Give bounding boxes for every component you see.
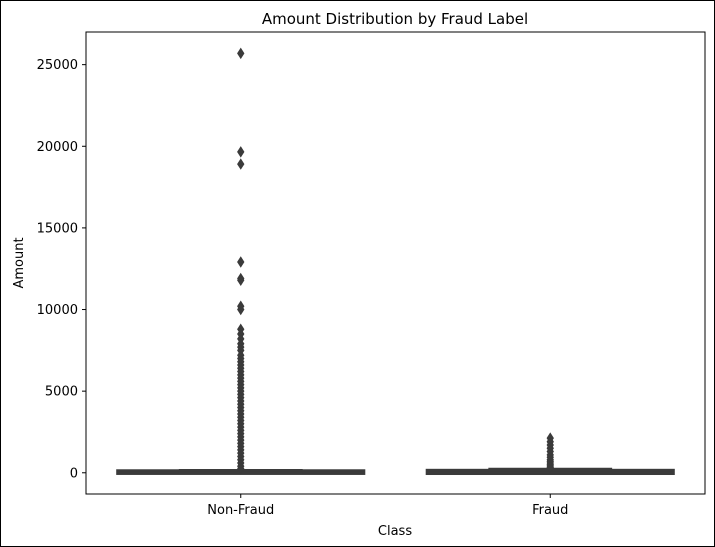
y-tick-label: 25000 <box>37 58 78 73</box>
outlier-point <box>237 274 245 287</box>
x-tick-label: Non-Fraud <box>207 503 274 518</box>
chart-title: Amount Distribution by Fraud Label <box>262 10 528 28</box>
plot-area <box>85 31 706 495</box>
y-tick-label: 10000 <box>37 303 78 318</box>
x-tick-label: Fraud <box>532 503 568 518</box>
y-axis-label: Amount <box>12 237 27 288</box>
outlier-point <box>237 256 245 268</box>
outlier-point <box>237 47 245 60</box>
x-axis: Non-Fraud Fraud <box>207 494 568 518</box>
outlier-point <box>237 303 245 316</box>
y-tick-label: 0 <box>70 466 78 481</box>
y-tick-label: 15000 <box>37 221 78 236</box>
outlier-point <box>546 462 554 474</box>
outlier-point <box>237 462 245 475</box>
box-group-fraud <box>425 432 675 476</box>
y-tick-label: 5000 <box>45 385 78 400</box>
y-axis: 0 5000 10000 15000 20000 25000 <box>37 58 86 481</box>
box-group-non-fraud <box>116 47 366 475</box>
outlier-point <box>237 158 245 170</box>
y-tick-label: 20000 <box>37 140 78 155</box>
box-series <box>116 47 675 476</box>
x-axis-label: Class <box>378 524 412 539</box>
outlier-point <box>237 146 245 158</box>
